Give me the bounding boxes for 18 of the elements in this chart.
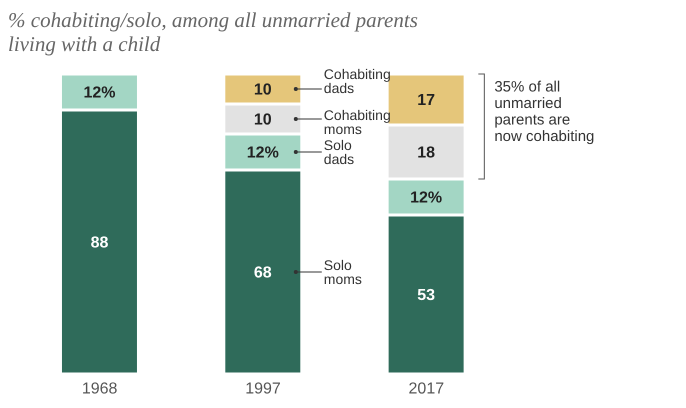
- data-label: 10: [254, 82, 272, 99]
- data-label: 12%: [246, 144, 279, 162]
- data-label: 17: [417, 92, 436, 110]
- data-label: 68: [254, 264, 272, 282]
- annotation: 35% of all unmarried parents are now cohabiting: [494, 78, 594, 145]
- x-tick-label: 1997: [245, 380, 281, 398]
- data-label: 12%: [83, 84, 116, 102]
- data-label: 12%: [410, 190, 442, 207]
- chart-title: % cohabiting/solo, among all unmarried parents living with a child: [8, 8, 419, 58]
- series-label: Solo dads: [324, 136, 354, 167]
- series-label: Solo moms: [324, 256, 362, 287]
- data-label: 88: [90, 234, 108, 252]
- data-label: 53: [417, 287, 436, 304]
- data-label: 18: [417, 144, 436, 162]
- x-tick-label: 1968: [82, 380, 118, 398]
- data-label: 10: [254, 112, 272, 129]
- series-label: Cohabiting dads: [324, 66, 391, 96]
- x-tick-label: 2017: [408, 380, 444, 398]
